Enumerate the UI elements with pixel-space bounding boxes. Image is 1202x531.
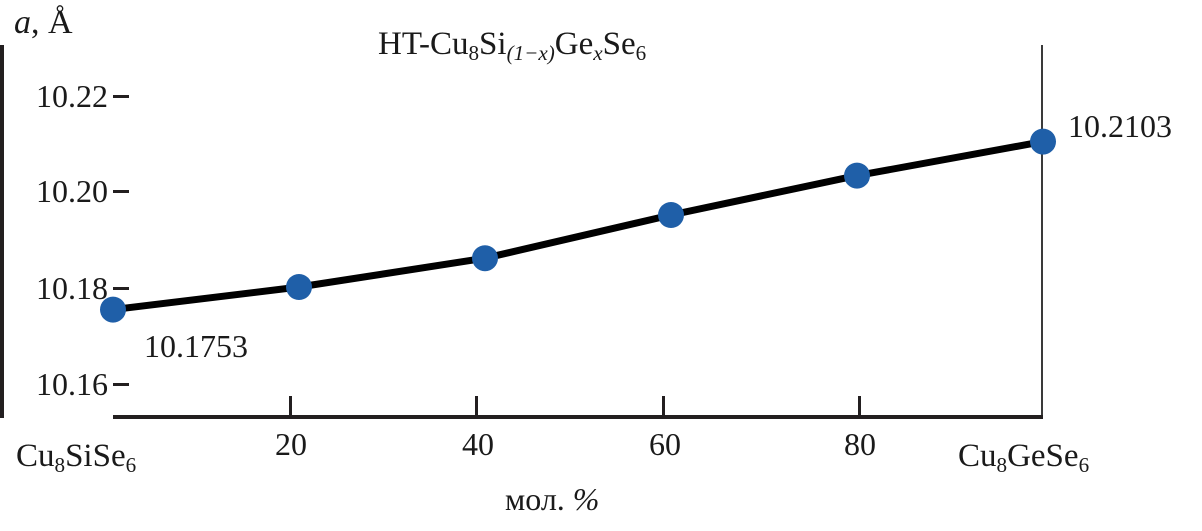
x-axis-endpoint-label-left: Cu8SiSe6 [16, 438, 136, 476]
endpoint-right-sub-2: 6 [1078, 452, 1090, 477]
data-point [286, 274, 312, 300]
x-axis-line [113, 415, 1043, 419]
x-tick-label: 60 [649, 426, 681, 462]
x-tick-label: 20 [275, 426, 307, 462]
title-mid-3: Se [602, 26, 636, 62]
y-tick-mark [113, 95, 129, 98]
y-axis-title: a, Å [14, 6, 73, 40]
y-tick-mark [113, 287, 129, 290]
x-axis-title: мол. % [505, 483, 599, 515]
y-tick-label: 10.16 [36, 366, 108, 402]
x-tick-mark [858, 396, 861, 416]
endpoint-right-base-1: Cu [958, 438, 997, 474]
y-tick-label: 10.20 [36, 173, 108, 209]
title-sub-1: 8 [468, 40, 480, 65]
endpoint-right-base-2: GeSe [1007, 438, 1079, 474]
y-tick-label: 10.22 [36, 78, 108, 114]
title-mid-1: Si [479, 26, 507, 62]
y-tick-mark [113, 190, 129, 193]
endpoint-left-sub-2: 6 [125, 452, 137, 477]
endpoint-right-sub-1: 8 [996, 452, 1008, 477]
series-markers [100, 128, 1056, 323]
title-mid-2: Ge [554, 26, 594, 62]
x-axis-endpoint-label-right: Cu8GeSe6 [958, 438, 1089, 476]
y-tick-mark [113, 383, 129, 386]
endpoint-left-base-2: SiSe [65, 438, 126, 474]
x-tick-mark [662, 396, 665, 416]
x-axis-title-text: мол. [505, 481, 573, 517]
x-tick-label: 40 [462, 426, 494, 462]
title-sub-3: x [593, 40, 603, 65]
y-axis-symbol: a [14, 4, 31, 41]
data-point [472, 245, 498, 272]
y-axis-unit: Å [48, 4, 73, 41]
chart-title: HT-Cu8Si(1−x)GexSe6 [378, 26, 646, 64]
series-line [109, 138, 1047, 314]
title-sub-4: 6 [635, 40, 647, 65]
right-axis-line [1041, 45, 1043, 418]
title-sub-2: (1−x) [506, 40, 555, 65]
data-point [844, 162, 870, 189]
data-annotation-right: 10.2103 [1068, 108, 1172, 144]
title-prefix: HT-Cu [378, 26, 469, 62]
data-point [658, 202, 684, 228]
y-axis-line [0, 45, 4, 418]
y-axis-comma: , [31, 4, 48, 41]
endpoint-left-sub-1: 8 [54, 452, 66, 477]
percent-sign: % [572, 481, 600, 517]
endpoint-left-base-1: Cu [16, 438, 55, 474]
x-tick-label: 80 [844, 426, 876, 462]
data-annotation-left: 10.1753 [144, 328, 248, 364]
x-tick-mark [475, 396, 478, 416]
y-tick-label: 10.18 [36, 270, 108, 306]
data-point [1030, 128, 1056, 155]
x-tick-mark [289, 396, 292, 416]
